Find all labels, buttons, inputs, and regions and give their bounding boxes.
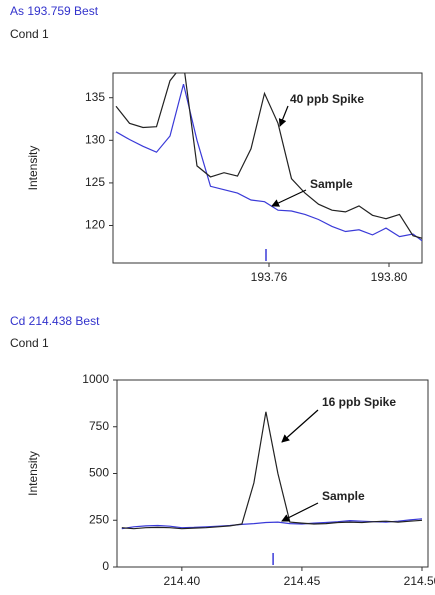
plot-frame	[112, 72, 423, 264]
y-axis-label: Intensity	[26, 146, 40, 191]
annotation: Sample	[322, 489, 365, 503]
y-tick-label: 120	[85, 218, 105, 232]
annotation-arrow	[281, 409, 319, 443]
y-tick-label: 0	[102, 559, 109, 573]
annotation-arrow	[271, 189, 307, 207]
y-tick-label: 250	[89, 512, 109, 526]
y-axis-label: Intensity	[26, 451, 40, 496]
annotation: Sample	[310, 177, 353, 191]
chart-subtitle: Cond 1	[10, 336, 49, 350]
y-tick-label: 500	[89, 466, 109, 480]
y-tick-label: 135	[85, 90, 105, 104]
y-tick-label: 130	[85, 132, 105, 146]
y-tick-label: 125	[85, 175, 105, 189]
chart-title: Cd 214.438 Best	[10, 314, 100, 328]
x-tick-label: 214.45	[284, 574, 321, 588]
x-tick-label: 214.40	[163, 574, 200, 588]
series-line	[115, 73, 422, 239]
x-tick-label: 193.80	[371, 270, 408, 284]
annotation-arrow	[281, 502, 319, 522]
chart-subtitle: Cond 1	[10, 27, 49, 41]
annotation: 16 ppb Spike	[322, 395, 396, 409]
series-line	[121, 411, 423, 530]
x-tick-label: 193.76	[251, 270, 288, 284]
annotation: 40 ppb Spike	[290, 92, 364, 106]
y-tick-label: 1000	[82, 372, 109, 386]
x-tick-label: 214.50	[404, 574, 435, 588]
y-tick-label: 750	[89, 419, 109, 433]
chart-title: As 193.759 Best	[10, 4, 99, 18]
annotation-arrow	[278, 105, 289, 127]
